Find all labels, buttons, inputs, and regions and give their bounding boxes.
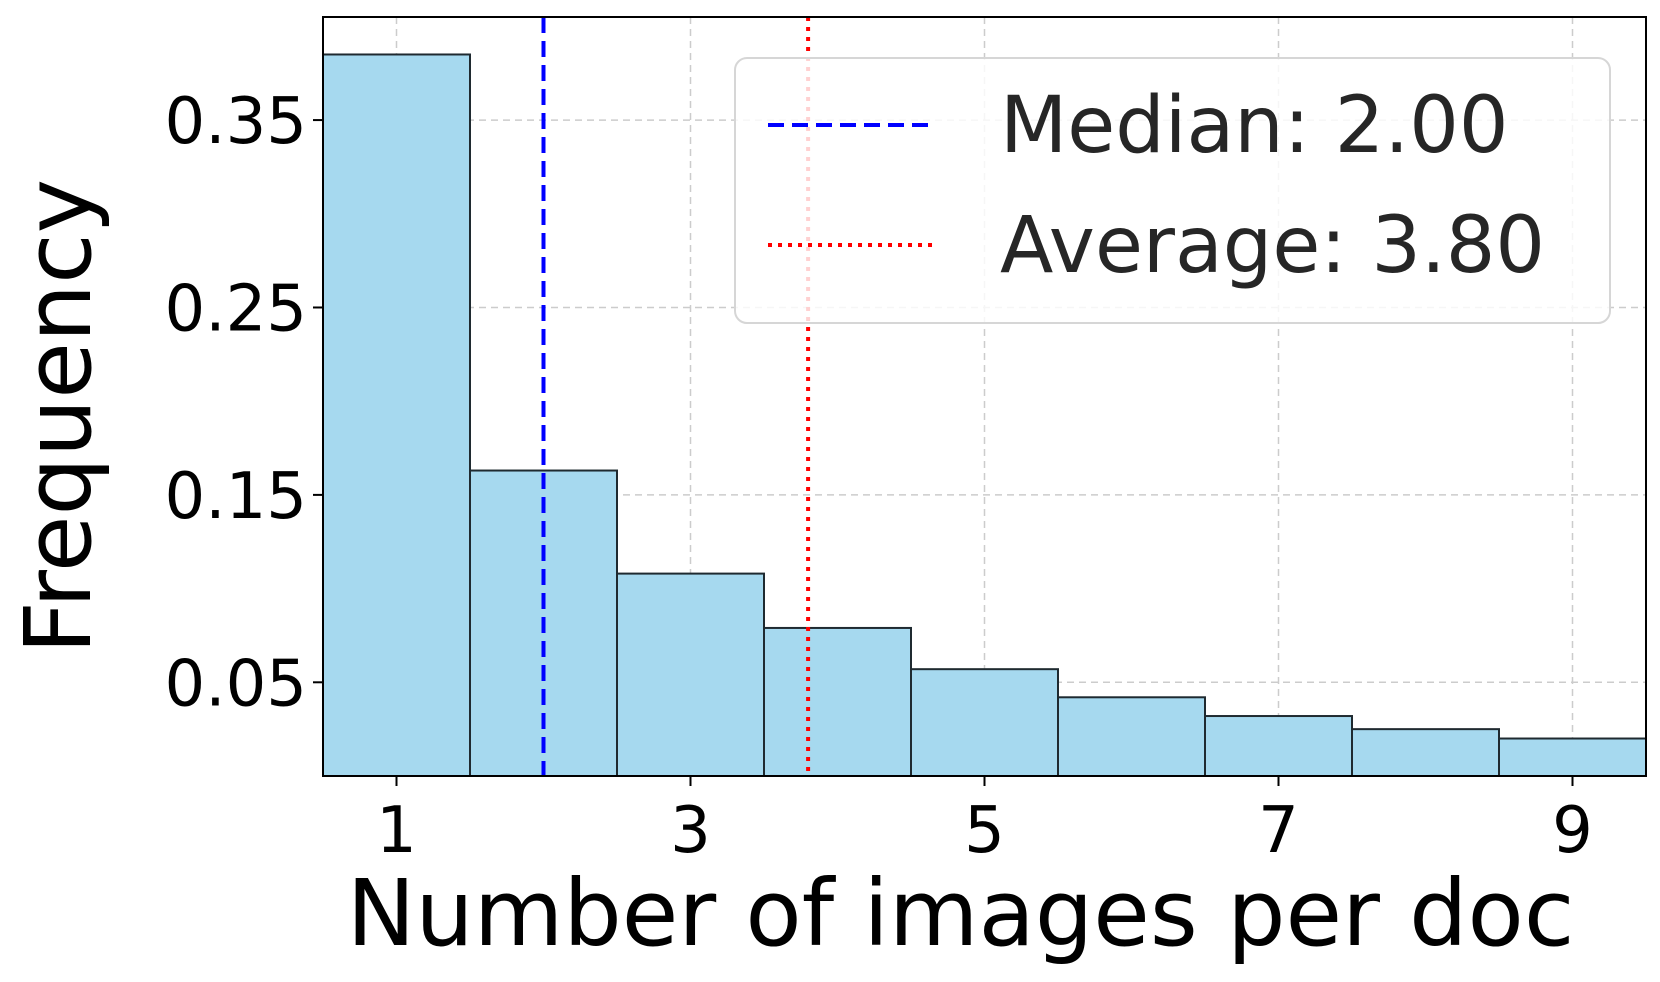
y-tick-label: 0.05 xyxy=(165,647,308,721)
legend: Median: 2.00 Average: 3.80 xyxy=(734,57,1611,324)
bar-7 xyxy=(1204,715,1353,777)
bar-5 xyxy=(910,668,1059,778)
y-axis-label: Frequency xyxy=(5,179,112,654)
x-tick-label: 9 xyxy=(1552,794,1593,868)
x-tick-label: 3 xyxy=(670,794,711,868)
reference-lines xyxy=(541,17,811,776)
y-tick-label: 0.25 xyxy=(165,272,308,346)
x-axis-ticks: 1 3 5 7 9 xyxy=(376,776,1593,868)
y-tick-label: 0.15 xyxy=(165,460,308,534)
y-tick-label: 0.35 xyxy=(165,85,308,159)
bar-1 xyxy=(322,53,471,777)
bar-3 xyxy=(616,572,765,777)
legend-box xyxy=(734,57,1611,324)
x-tick-label: 1 xyxy=(376,794,417,868)
x-axis-label: Number of images per doc xyxy=(347,860,1575,967)
x-tick-label: 5 xyxy=(964,794,1005,868)
legend-label: Median: 2.00 xyxy=(1000,81,1508,171)
legend-label: Average: 3.80 xyxy=(1000,201,1545,291)
bar-9 xyxy=(1498,737,1647,777)
y-axis-ticks: 0.05 0.15 0.25 0.35 xyxy=(165,85,323,721)
bar-4 xyxy=(763,626,912,777)
x-tick-label: 7 xyxy=(1258,794,1299,868)
bar-8 xyxy=(1351,728,1500,777)
bar-6 xyxy=(1057,696,1206,777)
